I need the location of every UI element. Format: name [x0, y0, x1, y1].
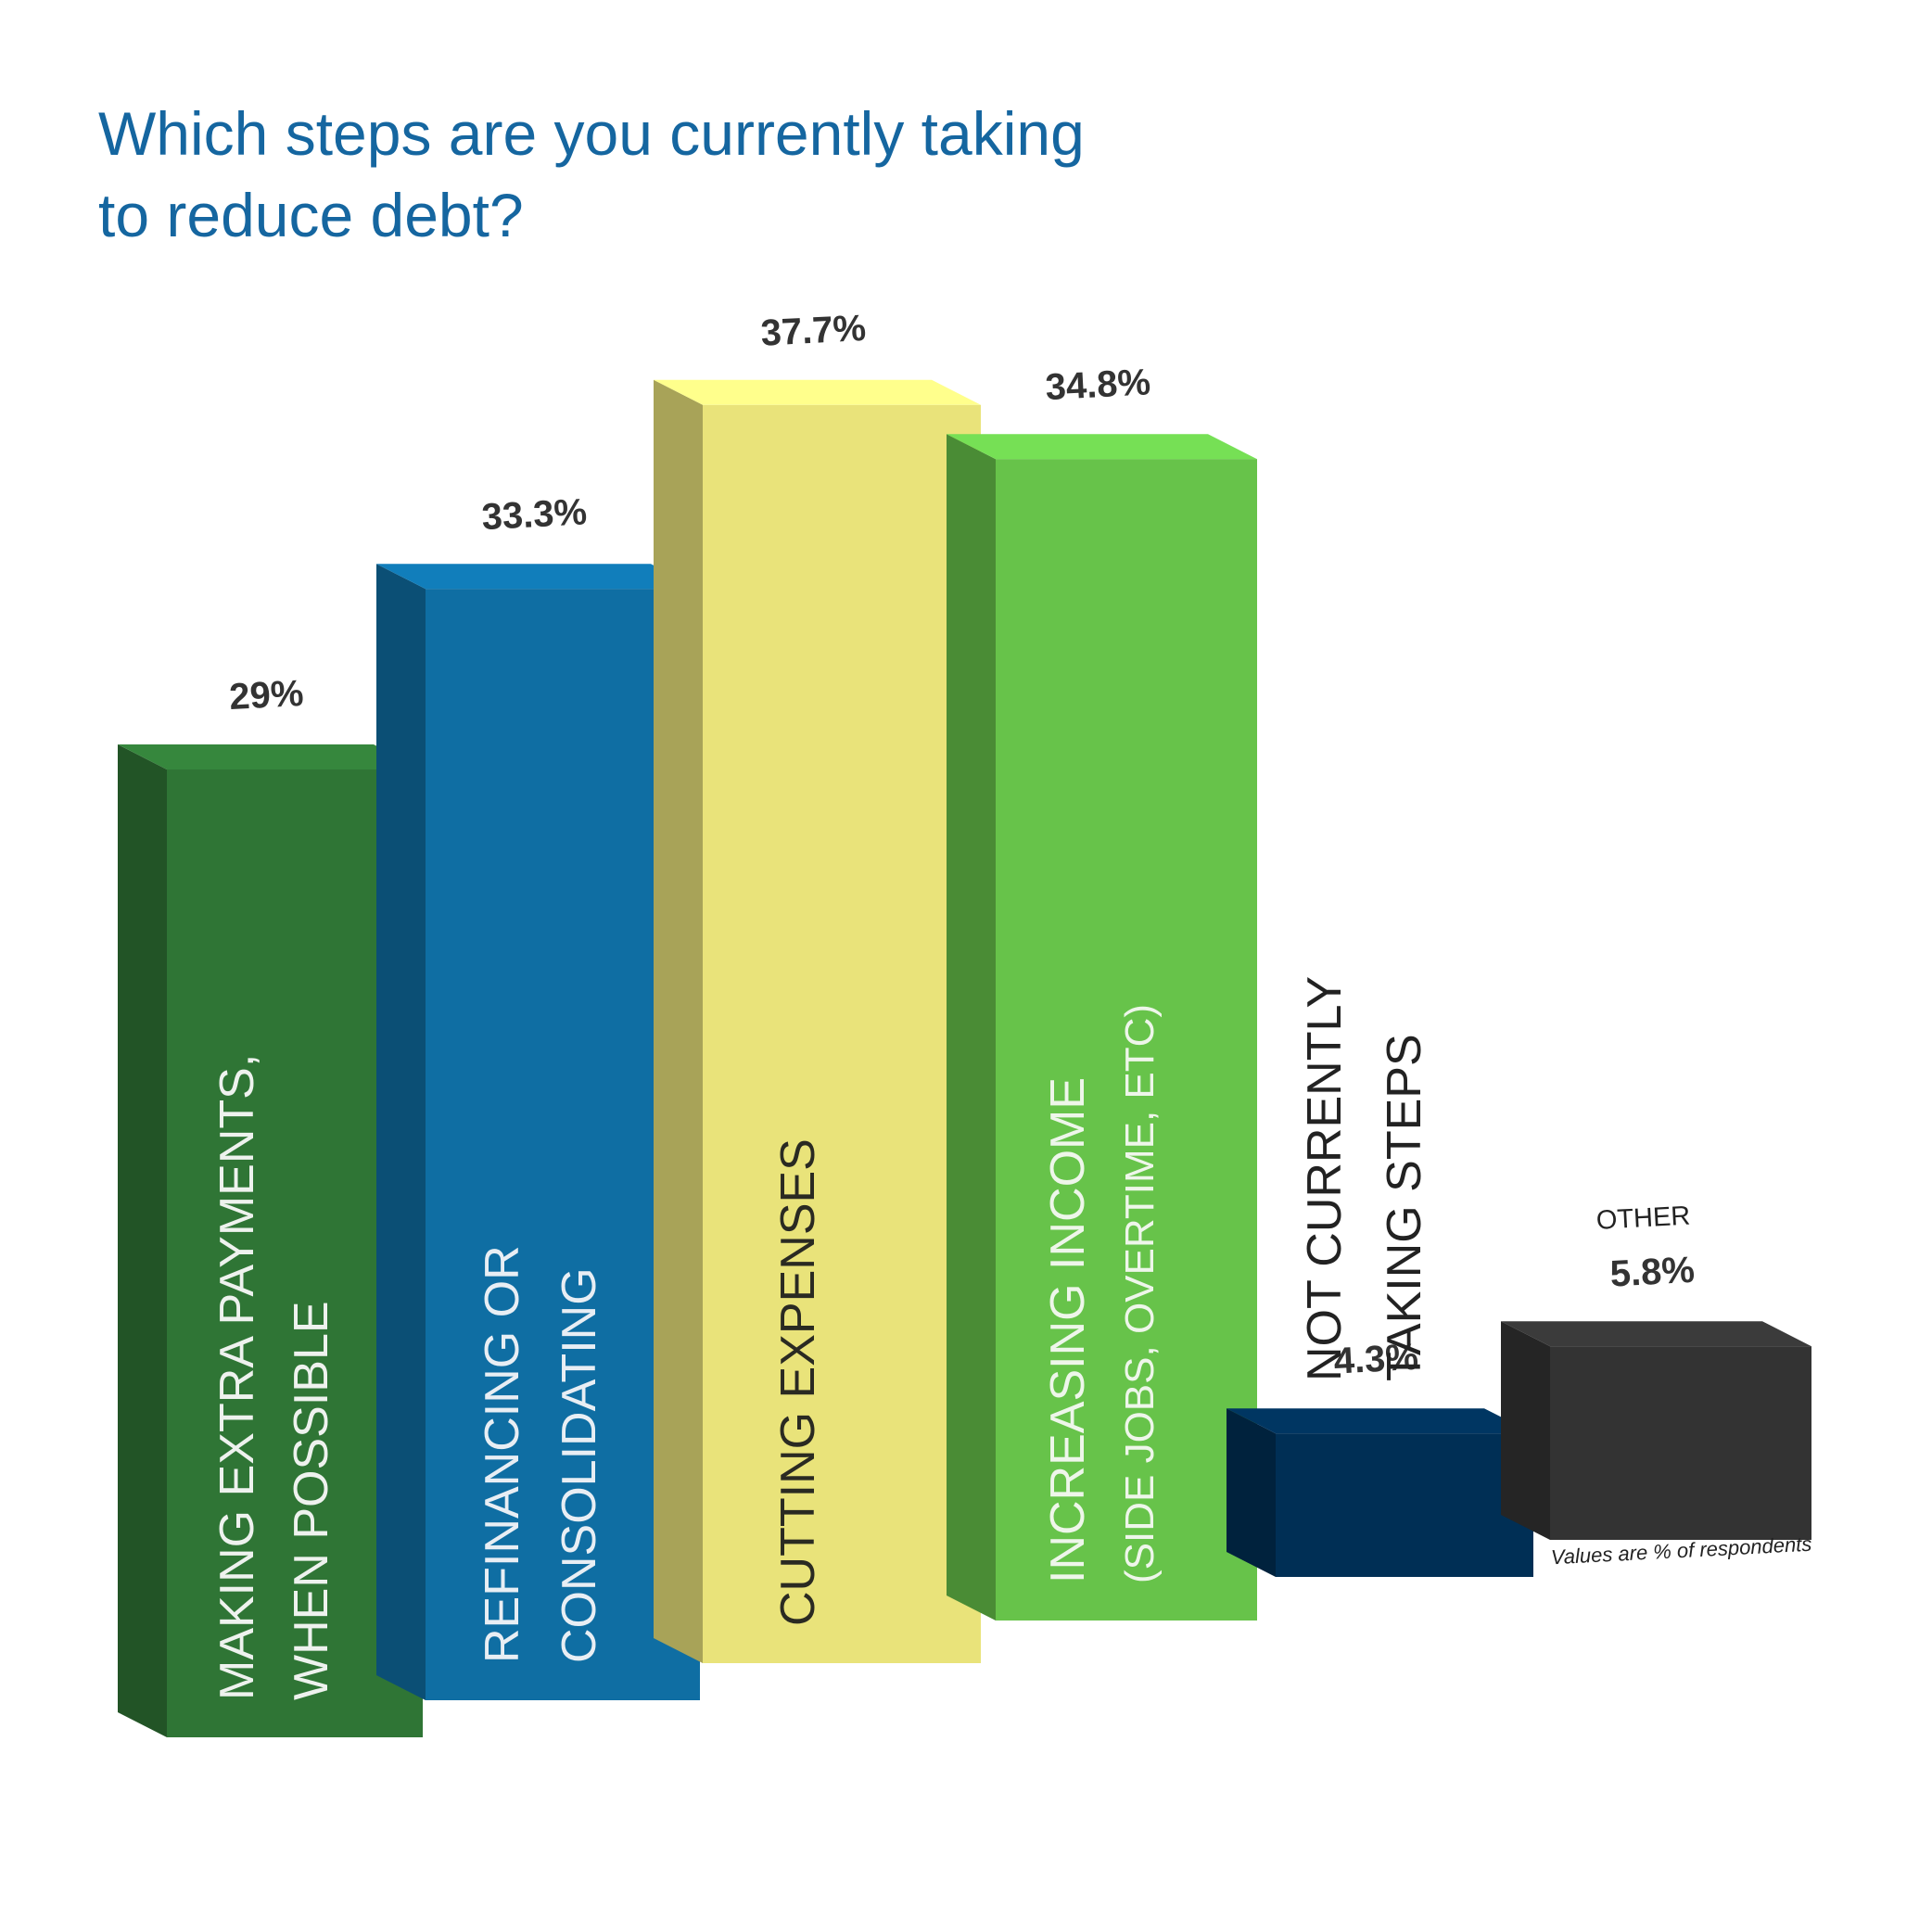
- category-label: (SIDE JOBS, OVERTIME, ETC): [1117, 1004, 1163, 1583]
- bar-top: [118, 744, 423, 769]
- bar-side: [376, 564, 426, 1701]
- value-label: 33.3%: [481, 491, 589, 538]
- category-label: MAKING EXTRA PAYMENTS,: [210, 1054, 264, 1700]
- bar-side: [1227, 1408, 1276, 1577]
- bar: [1550, 1346, 1811, 1540]
- bar: [996, 459, 1257, 1621]
- chart-title: Which steps are you currently taking to …: [98, 99, 1085, 249]
- bar-top: [947, 434, 1257, 460]
- category-label: INCREASING INCOME: [1041, 1077, 1095, 1583]
- value-label: 37.7%: [760, 308, 868, 354]
- value-label: 29%: [228, 673, 304, 718]
- value-label: 34.8%: [1045, 362, 1152, 408]
- bar-top: [1501, 1321, 1811, 1347]
- category-label: WHEN POSSIBLE: [285, 1301, 338, 1700]
- category-label: REFINANCING OR: [476, 1245, 529, 1663]
- bar-side: [654, 379, 703, 1663]
- bar-side: [1501, 1321, 1550, 1540]
- bar: [1276, 1433, 1533, 1577]
- bar-top: [1227, 1408, 1533, 1434]
- bar-top: [376, 564, 700, 590]
- category-label: CUTTING EXPENSES: [771, 1138, 825, 1626]
- bar-side: [947, 434, 996, 1621]
- bar-side: [118, 744, 167, 1737]
- category-label: CONSOLIDATING: [553, 1267, 606, 1663]
- category-label: OTHER: [1595, 1201, 1691, 1236]
- value-label: 5.8%: [1609, 1250, 1696, 1295]
- bar-top: [654, 379, 981, 405]
- category-label: NOT CURRENTLY: [1298, 976, 1352, 1381]
- value-label: 4.3%: [1333, 1337, 1419, 1382]
- bar: [703, 404, 981, 1663]
- category-label: TAKING STEPS: [1378, 1034, 1431, 1381]
